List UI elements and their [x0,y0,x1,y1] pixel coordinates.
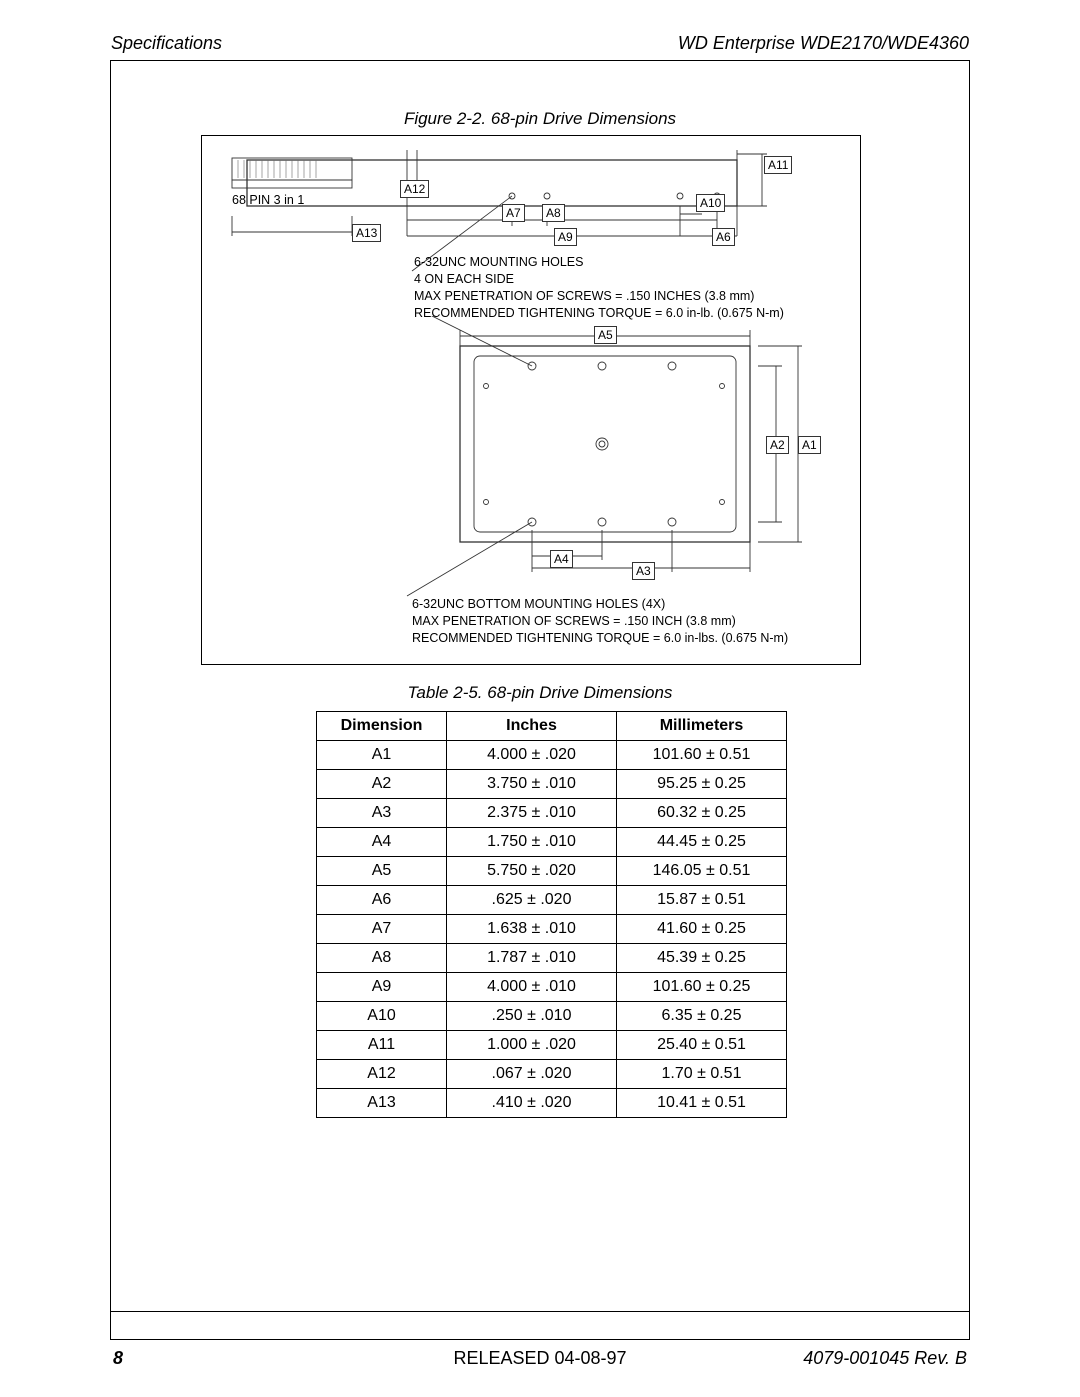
tag-a10: A10 [696,194,725,212]
side-note: 6-32UNC MOUNTING HOLES 4 ON EACH SIDE MA… [414,254,784,322]
table-row: A14.000 ± .020101.60 ± 0.51 [317,741,787,770]
tag-a11: A11 [764,156,792,174]
tag-a7: A7 [502,204,525,222]
tag-a8: A8 [542,204,565,222]
tag-a5: A5 [594,326,617,344]
table-row: A23.750 ± .01095.25 ± 0.25 [317,770,787,799]
header-left: Specifications [111,33,222,54]
figure-box: A11 A10 A7 A8 A9 A6 A12 A13 68 PIN 3 in … [201,135,861,665]
diagram-bottom-view [202,316,862,616]
header-right: WD Enterprise WDE2170/WDE4360 [678,33,969,54]
col-dimension: Dimension [317,712,447,741]
page-number: 8 [113,1348,123,1369]
table-row: A13.410 ± .02010.41 ± 0.51 [317,1089,787,1118]
table-row: A6.625 ± .02015.87 ± 0.51 [317,886,787,915]
running-footer: 8 RELEASED 04-08-97 4079-001045 Rev. B [111,1311,969,1341]
tag-a2: A2 [766,436,789,454]
table-row: A32.375 ± .01060.32 ± 0.25 [317,799,787,828]
col-millimeters: Millimeters [617,712,787,741]
table-row: A12.067 ± .0201.70 ± 0.51 [317,1060,787,1089]
running-header: Specifications WD Enterprise WDE2170/WDE… [111,33,969,54]
figure-caption: Figure 2-2. 68-pin Drive Dimensions [111,109,969,129]
page-frame: Specifications WD Enterprise WDE2170/WDE… [110,60,970,1340]
table-row: A81.787 ± .01045.39 ± 0.25 [317,944,787,973]
dimensions-table: Dimension Inches Millimeters A14.000 ± .… [316,711,787,1118]
tag-a3: A3 [632,562,655,580]
bottom-note: 6-32UNC BOTTOM MOUNTING HOLES (4X) MAX P… [412,596,788,647]
release-date: RELEASED 04-08-97 [453,1348,626,1369]
table-row: A55.750 ± .020146.05 ± 0.51 [317,857,787,886]
table-caption: Table 2-5. 68-pin Drive Dimensions [111,683,969,703]
connector-label: 68 PIN 3 in 1 [232,192,304,209]
tag-a4: A4 [550,550,573,568]
table-row: A94.000 ± .010101.60 ± 0.25 [317,973,787,1002]
tag-a12: A12 [400,180,429,198]
tag-a9: A9 [554,228,577,246]
table-row: A111.000 ± .02025.40 ± 0.51 [317,1031,787,1060]
col-inches: Inches [447,712,617,741]
table-row: A10.250 ± .0106.35 ± 0.25 [317,1002,787,1031]
document-number: 4079-001045 Rev. B [803,1348,967,1369]
tag-a13: A13 [352,224,381,242]
table-row: A41.750 ± .01044.45 ± 0.25 [317,828,787,857]
tag-a6: A6 [712,228,735,246]
table-row: A71.638 ± .01041.60 ± 0.25 [317,915,787,944]
tag-a1: A1 [798,436,821,454]
